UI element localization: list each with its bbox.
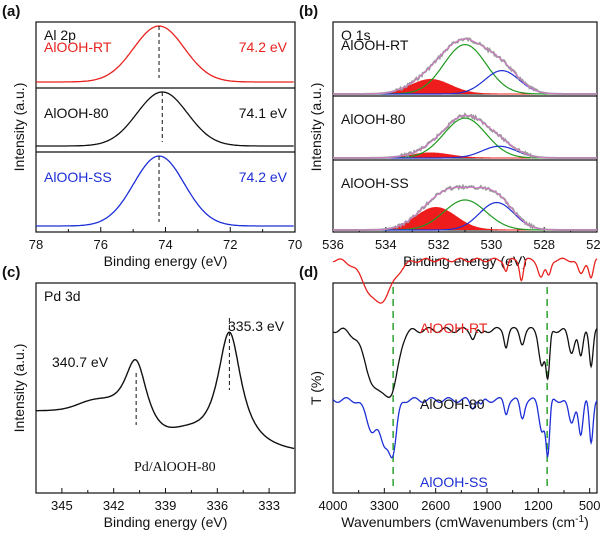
x-tick-label: 333 xyxy=(258,498,280,513)
series-line-AlOOH-80 xyxy=(36,91,294,147)
series-line-AlOOH-80 xyxy=(332,326,598,398)
y-axis-label: Intensity (a.u.) xyxy=(11,83,27,172)
component-fill xyxy=(333,207,597,231)
x-tick-label: 1200 xyxy=(524,498,553,513)
fit-envelope xyxy=(333,186,597,231)
x-tick-label: 528 xyxy=(533,237,555,252)
panel-title: O 1s xyxy=(341,27,371,43)
x-tick-label: 345 xyxy=(51,498,73,513)
series-label: AlOOH-RT xyxy=(420,320,488,336)
series-line-AlOOH-RT xyxy=(36,25,294,83)
panel-label: (a) xyxy=(2,3,20,20)
peak-annotation: 335.3 eV xyxy=(228,318,285,334)
series-line-AlOOH-SS xyxy=(332,396,598,459)
x-tick-label: 3300 xyxy=(370,498,399,513)
peak-label: 74.2 eV xyxy=(239,39,288,55)
peak-label: 74.1 eV xyxy=(239,105,288,121)
plot-frame xyxy=(332,282,598,494)
fit-envelope xyxy=(333,114,597,159)
x-tick-label: 74 xyxy=(158,237,172,252)
series-line-pd xyxy=(36,331,295,450)
x-tick-label: 1900 xyxy=(473,498,502,513)
panel-label: (b) xyxy=(299,3,318,20)
sample-label: Pd/AlOOH-80 xyxy=(134,460,216,475)
x-tick-label: 2600 xyxy=(421,498,450,513)
y-axis-label: Intensity (a.u.) xyxy=(11,344,27,433)
panel-title: Pd 3d xyxy=(44,288,81,304)
x-tick-label: 536 xyxy=(322,237,344,252)
series-label: AlOOH-80 xyxy=(420,396,485,412)
y-axis-label: Intensity (a.u.) xyxy=(308,83,324,172)
series-label: AlOOH-SS xyxy=(420,474,488,490)
x-tick-label: 526 xyxy=(586,237,601,252)
x-tick-label: 339 xyxy=(155,498,177,513)
panel-label: (d) xyxy=(299,264,318,281)
x-tick-label: 500 xyxy=(579,498,601,513)
x-tick-label: 76 xyxy=(94,237,108,252)
series-label: AlOOH-RT xyxy=(341,37,409,53)
series-label: AlOOH-SS xyxy=(44,169,112,185)
series-line-AlOOH-SS xyxy=(36,155,294,227)
x-tick-label: 530 xyxy=(481,237,503,252)
y-axis-label: T (%) xyxy=(308,371,324,405)
x-axis-label: Wavenumbers (cmWavenumbers (cm-1) xyxy=(341,514,588,531)
peak-annotation: 340.7 eV xyxy=(52,354,109,370)
series-label: AlOOH-80 xyxy=(341,111,406,127)
panel-a: 78 76 74 72 70 Binding energy (eV) Intensity (… xyxy=(2,3,302,269)
x-tick-label: 336 xyxy=(206,498,228,513)
x-tick-label: 78 xyxy=(29,237,43,252)
series-label: AlOOH-RT xyxy=(44,39,112,55)
x-axis-label-end: ) xyxy=(584,514,589,530)
x-tick-label: 532 xyxy=(428,237,450,252)
series-label: AlOOH-80 xyxy=(44,105,109,121)
x-tick-label: 342 xyxy=(103,498,125,513)
component-line xyxy=(333,145,597,159)
x-axis-label: Binding energy (eV) xyxy=(104,514,228,530)
series-line-AlOOH-RT xyxy=(332,257,598,304)
panel-label: (c) xyxy=(2,264,20,281)
x-tick-label: 70 xyxy=(288,237,302,252)
x-axis-label-sup: -1 xyxy=(575,514,584,525)
series-label: AlOOH-SS xyxy=(341,175,409,191)
panel-b: 536534532530528526Binding energy (eV)Int… xyxy=(299,3,601,269)
fit-envelope xyxy=(333,38,597,95)
panel-title: Al 2p xyxy=(44,27,76,43)
x-tick-label: 4000 xyxy=(319,498,348,513)
panel-c: 345 342 339 336 333 Binding energy (eV) Intens… xyxy=(2,264,296,530)
x-axis-label: Binding energy (eV) xyxy=(104,253,228,269)
x-tick-label: 534 xyxy=(375,237,397,252)
x-tick-label: 72 xyxy=(223,237,237,252)
peak-label: 74.2 eV xyxy=(239,169,288,185)
